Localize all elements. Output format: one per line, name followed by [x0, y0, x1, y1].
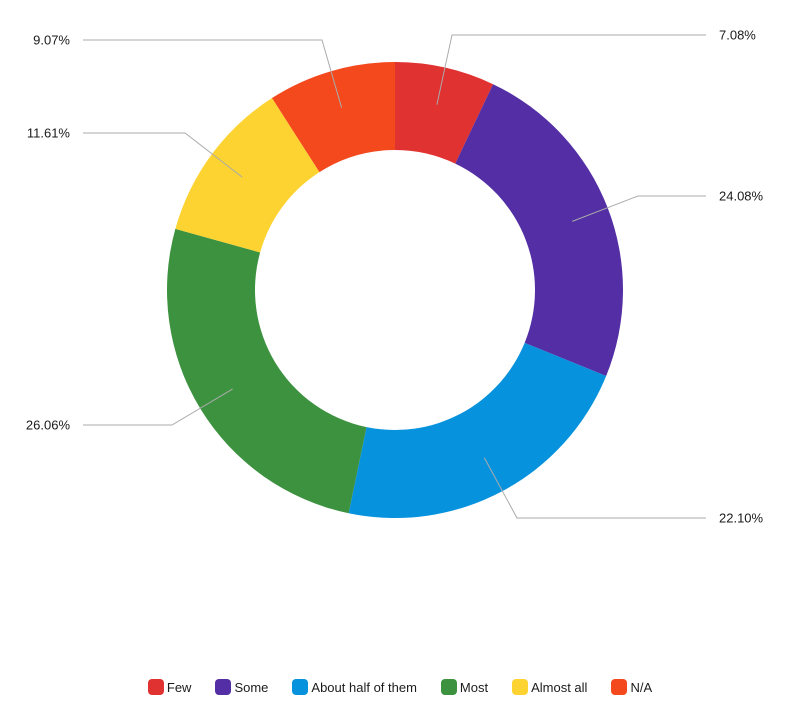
legend-item-few[interactable]: Few [147, 679, 192, 695]
pct-label-n-a: 9.07% [33, 33, 70, 48]
legend-swatch-icon [147, 679, 164, 695]
legend-item-label: Few [166, 679, 192, 695]
callout-line-some [572, 195, 706, 222]
callout-line-almost-all [83, 132, 243, 178]
legend-item-n-a[interactable]: N/A [611, 679, 652, 695]
callout-line-about-half-of-them [483, 457, 706, 519]
callout-line-n-a [83, 39, 343, 108]
pct-label-about-half-of-them: 22.10% [719, 511, 764, 526]
legend-swatch-icon [611, 679, 628, 695]
legend-item-label: About half of them [311, 679, 417, 695]
pct-label-most: 26.06% [26, 418, 71, 433]
legend-swatch-icon [215, 679, 232, 695]
donut-slice-most[interactable] [167, 228, 367, 514]
pct-label-almost-all: 11.61% [27, 126, 71, 141]
pct-label-some: 24.08% [719, 189, 764, 204]
legend-item-label: Most [459, 679, 489, 695]
legend-item-about-half-of-them[interactable]: About half of them [292, 679, 417, 695]
donut-slice-few[interactable] [395, 62, 494, 164]
legend-item-label: Some [234, 679, 269, 695]
legend-item-label: Almost all [531, 679, 588, 695]
legend-swatch-icon [512, 679, 529, 695]
donut-slice-about-half-of-them[interactable] [348, 342, 607, 518]
legend-item-label: N/A [630, 679, 653, 695]
pct-label-few: 7.08% [719, 28, 756, 43]
donut-slice-some[interactable] [455, 84, 623, 377]
legend-swatch-icon [440, 679, 457, 695]
donut-slice-n-a[interactable] [271, 62, 395, 173]
legend-swatch-icon [292, 679, 309, 695]
legend-item-almost-all[interactable]: Almost all [512, 679, 587, 695]
callout-line-few [436, 34, 706, 105]
legend-item-most[interactable]: Most [440, 679, 489, 695]
legend: Few Some About half of them Most Almost all N… [0, 671, 800, 703]
legend-item-some[interactable]: Some [215, 679, 268, 695]
callout-line-most [83, 388, 233, 426]
donut-slice-almost-all[interactable] [175, 98, 320, 253]
